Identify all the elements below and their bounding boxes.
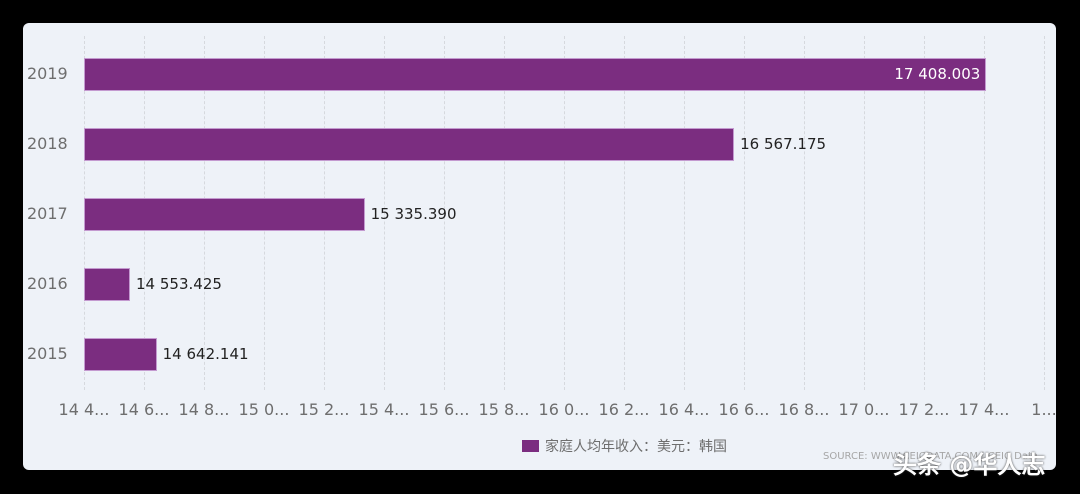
x-axis-tick-label: 17 0...	[838, 400, 890, 419]
legend-label: 家庭人均年收入：美元：韩国	[545, 439, 727, 455]
x-axis-tick-label: 15 2...	[298, 400, 350, 419]
x-axis-tick-label: 14 8...	[178, 400, 230, 419]
x-axis-tick-label: 17 2...	[898, 400, 950, 419]
x-axis-tick-label: 16 8...	[778, 400, 830, 419]
gridline	[1044, 36, 1045, 390]
gridline	[564, 36, 565, 390]
gridline	[384, 36, 385, 390]
y-axis-category-label: 2017	[27, 204, 68, 223]
watermark: 头条 @华人志	[893, 451, 1046, 479]
x-axis-tick-label: 16 4...	[658, 400, 710, 419]
bar-value-label: 16 567.175	[740, 135, 827, 153]
legend-swatch	[522, 440, 539, 452]
source-credit: SOURCE: WWW.CEICDATA.COM | CEIC Data	[823, 451, 1039, 462]
gridline	[684, 36, 685, 390]
chart-legend[interactable]: 家庭人均年收入：美元：韩国	[522, 436, 727, 456]
bar-2017[interactable]	[84, 198, 365, 231]
x-axis-tick-label: 1...	[1031, 400, 1057, 419]
gridline	[984, 36, 985, 390]
y-axis-category-label: 2018	[27, 134, 68, 153]
x-axis-tick-label: 16 0...	[538, 400, 590, 419]
bar-value-label: 17 408.003	[894, 65, 981, 83]
gridline	[744, 36, 745, 390]
bar-value-label: 15 335.390	[370, 205, 457, 223]
bar-value-label: 14 642.141	[162, 345, 249, 363]
gridline	[924, 36, 925, 390]
gridline	[864, 36, 865, 390]
x-axis-tick-label: 15 6...	[418, 400, 470, 419]
bar-2019[interactable]	[84, 58, 987, 91]
y-axis-category-label: 2019	[27, 64, 68, 83]
bar-2016[interactable]	[84, 268, 131, 301]
x-axis-tick-label: 15 8...	[478, 400, 530, 419]
chart-card	[23, 23, 1056, 470]
gridline	[504, 36, 505, 390]
gridline	[804, 36, 805, 390]
x-axis-tick-label: 15 4...	[358, 400, 410, 419]
bar-2018[interactable]	[84, 128, 735, 161]
x-axis-tick-label: 17 4...	[958, 400, 1010, 419]
gridline	[444, 36, 445, 390]
x-axis-tick-label: 14 6...	[118, 400, 170, 419]
x-axis-tick-label: 16 2...	[598, 400, 650, 419]
y-axis-category-label: 2016	[27, 274, 68, 293]
gridline	[624, 36, 625, 390]
x-axis-tick-label: 16 6...	[718, 400, 770, 419]
x-axis-tick-label: 15 0...	[238, 400, 290, 419]
x-axis-tick-label: 14 4...	[58, 400, 110, 419]
bar-value-label: 14 553.425	[136, 275, 222, 293]
y-axis-category-label: 2015	[27, 344, 68, 363]
bar-2015[interactable]	[84, 338, 157, 371]
